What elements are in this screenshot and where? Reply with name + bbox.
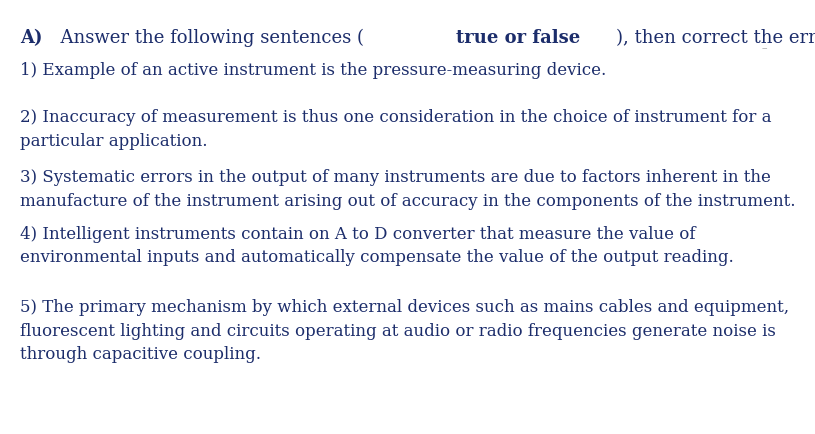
Text: 1) Example of an active instrument is the pressure-measuring device.: 1) Example of an active instrument is th… xyxy=(20,62,606,79)
Text: true or false: true or false xyxy=(456,29,580,47)
Text: 3) Systematic errors in the output of many instruments are due to factors inhere: 3) Systematic errors in the output of ma… xyxy=(20,169,796,210)
Text: --: -- xyxy=(762,44,769,53)
Text: 2) Inaccuracy of measurement is thus one consideration in the choice of instrume: 2) Inaccuracy of measurement is thus one… xyxy=(20,109,772,149)
Text: 5) The primary mechanism by which external devices such as mains cables and equi: 5) The primary mechanism by which extern… xyxy=(20,299,790,363)
Text: Answer the following sentences (: Answer the following sentences ( xyxy=(50,29,364,47)
Text: A): A) xyxy=(20,29,43,47)
Text: 4) Intelligent instruments contain on A to D converter that measure the value of: 4) Intelligent instruments contain on A … xyxy=(20,226,734,266)
Text: ), then correct the error.: ), then correct the error. xyxy=(616,29,815,47)
